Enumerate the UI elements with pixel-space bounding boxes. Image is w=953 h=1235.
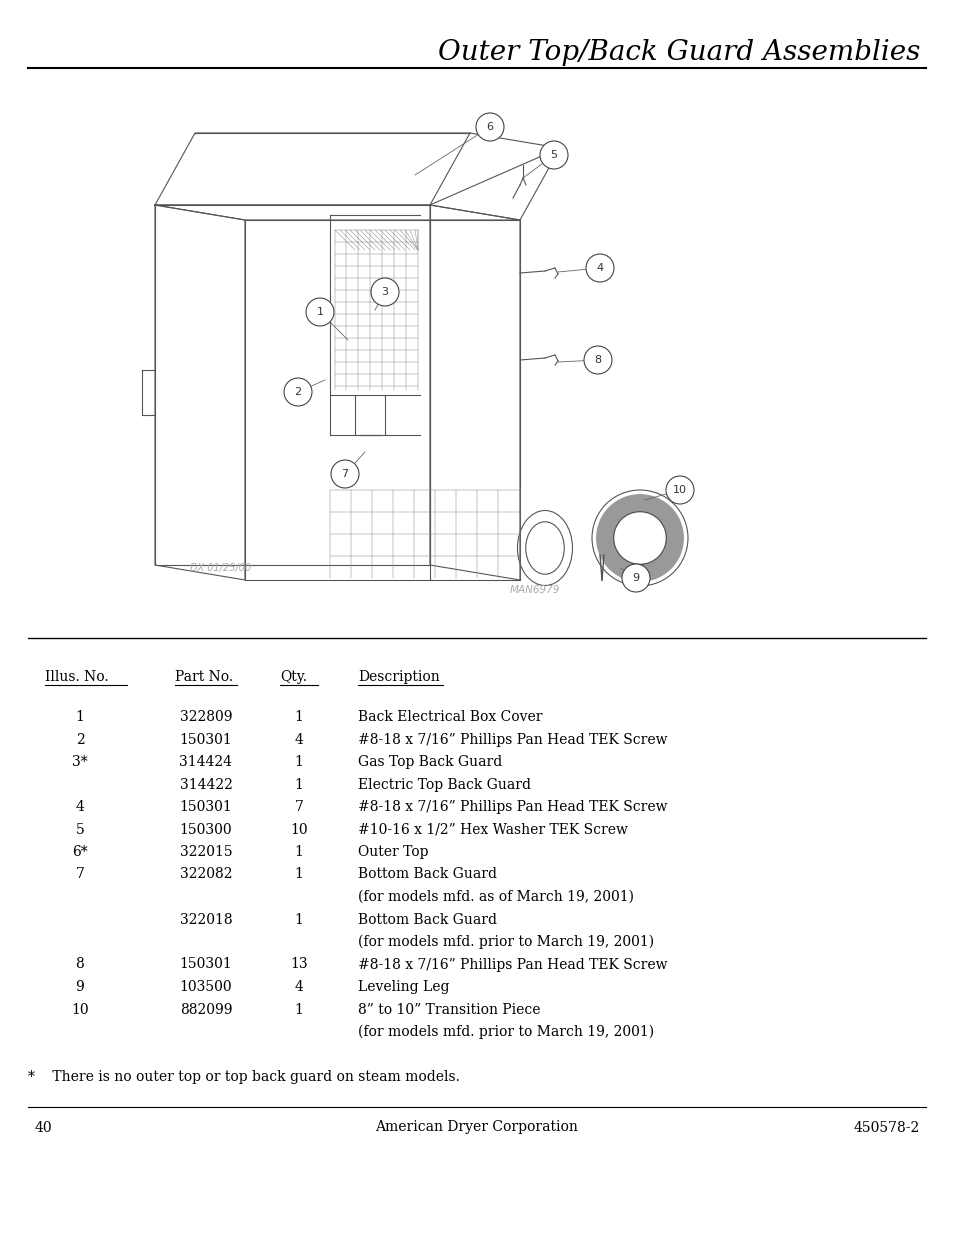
Text: 8” to 10” Transition Piece: 8” to 10” Transition Piece	[357, 1003, 540, 1016]
Text: MAN6979: MAN6979	[510, 585, 559, 595]
Text: 8: 8	[75, 957, 84, 972]
Circle shape	[306, 298, 334, 326]
Text: Bottom Back Guard: Bottom Back Guard	[357, 913, 497, 926]
Text: 7: 7	[75, 867, 85, 882]
Text: 6*: 6*	[72, 845, 88, 860]
Text: 150301: 150301	[179, 800, 233, 814]
Circle shape	[371, 278, 398, 306]
Text: 1: 1	[294, 913, 303, 926]
Text: 9: 9	[75, 981, 84, 994]
Text: 4: 4	[294, 732, 303, 746]
Text: (for models mfd. as of March 19, 2001): (for models mfd. as of March 19, 2001)	[357, 890, 634, 904]
Text: 4: 4	[596, 263, 603, 273]
Text: 450578-2: 450578-2	[853, 1120, 919, 1135]
Circle shape	[331, 459, 358, 488]
Text: 3*: 3*	[72, 755, 88, 769]
Text: Part No.: Part No.	[174, 671, 233, 684]
Text: DX 01/25/00: DX 01/25/00	[190, 563, 251, 573]
Text: 6: 6	[486, 122, 493, 132]
Text: 322015: 322015	[179, 845, 233, 860]
Text: 314422: 314422	[179, 778, 233, 792]
Circle shape	[665, 475, 693, 504]
Text: Outer Top: Outer Top	[357, 845, 428, 860]
Text: Electric Top Back Guard: Electric Top Back Guard	[357, 778, 531, 792]
Text: American Dryer Corporation: American Dryer Corporation	[375, 1120, 578, 1135]
Circle shape	[585, 254, 614, 282]
Text: 5: 5	[550, 149, 557, 161]
Text: Illus. No.: Illus. No.	[45, 671, 109, 684]
Text: 150300: 150300	[179, 823, 233, 836]
Text: 314424: 314424	[179, 755, 233, 769]
Text: 2: 2	[75, 732, 84, 746]
Text: 1: 1	[294, 755, 303, 769]
Text: Outer Top/Back Guard Assemblies: Outer Top/Back Guard Assemblies	[437, 38, 919, 65]
Text: 322082: 322082	[179, 867, 232, 882]
Text: Gas Top Back Guard: Gas Top Back Guard	[357, 755, 501, 769]
Text: Leveling Leg: Leveling Leg	[357, 981, 449, 994]
Text: 1: 1	[294, 778, 303, 792]
Text: 5: 5	[75, 823, 84, 836]
Circle shape	[284, 378, 312, 406]
Text: 2: 2	[294, 387, 301, 396]
Text: 1: 1	[294, 867, 303, 882]
Text: 10: 10	[71, 1003, 89, 1016]
Text: Bottom Back Guard: Bottom Back Guard	[357, 867, 497, 882]
Text: 1: 1	[294, 845, 303, 860]
Text: 10: 10	[290, 823, 308, 836]
Circle shape	[583, 346, 612, 374]
Text: #10-16 x 1/2” Hex Washer TEK Screw: #10-16 x 1/2” Hex Washer TEK Screw	[357, 823, 627, 836]
Text: 322809: 322809	[179, 710, 232, 724]
Circle shape	[476, 112, 503, 141]
Text: 7: 7	[294, 800, 303, 814]
Text: #8-18 x 7/16” Phillips Pan Head TEK Screw: #8-18 x 7/16” Phillips Pan Head TEK Scre…	[357, 732, 667, 746]
Text: *    There is no outer top or top back guard on steam models.: * There is no outer top or top back guar…	[28, 1070, 459, 1083]
Circle shape	[621, 564, 649, 592]
Text: (for models mfd. prior to March 19, 2001): (for models mfd. prior to March 19, 2001…	[357, 1025, 654, 1040]
Text: 8: 8	[594, 354, 601, 366]
Text: #8-18 x 7/16” Phillips Pan Head TEK Screw: #8-18 x 7/16” Phillips Pan Head TEK Scre…	[357, 957, 667, 972]
Text: 103500: 103500	[179, 981, 233, 994]
Text: 150301: 150301	[179, 957, 233, 972]
Text: 3: 3	[381, 287, 388, 296]
Text: 7: 7	[341, 469, 348, 479]
Text: 4: 4	[294, 981, 303, 994]
Text: 1: 1	[294, 1003, 303, 1016]
Text: 322018: 322018	[179, 913, 233, 926]
Text: 1: 1	[75, 710, 85, 724]
Text: #8-18 x 7/16” Phillips Pan Head TEK Screw: #8-18 x 7/16” Phillips Pan Head TEK Scre…	[357, 800, 667, 814]
Text: 882099: 882099	[179, 1003, 232, 1016]
Text: 13: 13	[290, 957, 308, 972]
Text: 150301: 150301	[179, 732, 233, 746]
Text: 9: 9	[632, 573, 639, 583]
Text: Description: Description	[357, 671, 439, 684]
Circle shape	[539, 141, 567, 169]
Text: 1: 1	[294, 710, 303, 724]
Text: Back Electrical Box Cover: Back Electrical Box Cover	[357, 710, 542, 724]
Text: Qty.: Qty.	[280, 671, 307, 684]
Text: (for models mfd. prior to March 19, 2001): (for models mfd. prior to March 19, 2001…	[357, 935, 654, 950]
Text: 40: 40	[35, 1120, 52, 1135]
Text: 4: 4	[75, 800, 85, 814]
Text: 10: 10	[672, 485, 686, 495]
Text: 1: 1	[316, 308, 323, 317]
